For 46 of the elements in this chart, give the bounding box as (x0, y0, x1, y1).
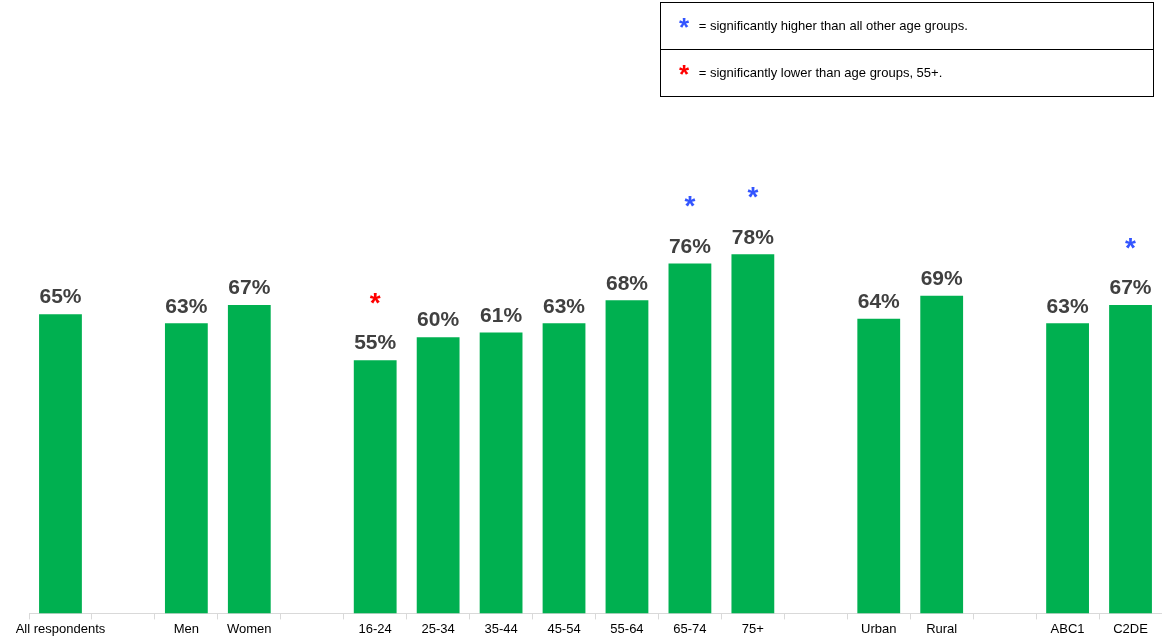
x-tick-label: 55-64 (610, 620, 644, 636)
bar (39, 314, 82, 614)
bar (164, 323, 208, 614)
x-tick-label: 45-54 (547, 620, 581, 636)
annotation: * (1125, 231, 1137, 263)
x-tick-label: Rural (926, 620, 958, 636)
data-label: 78% (731, 224, 775, 248)
data-label: 63% (165, 293, 208, 317)
x-tick-label: Men (173, 620, 200, 636)
data-label: 60% (417, 307, 460, 331)
data-label: 63% (1046, 293, 1089, 317)
annotation: * (369, 286, 381, 318)
bar (857, 318, 901, 614)
x-tick-label: 35-44 (484, 620, 518, 636)
bar (542, 323, 586, 614)
x-tick-label: Women (227, 620, 272, 636)
data-label: 65% (39, 284, 82, 308)
x-tick-label: 65-74 (673, 620, 707, 636)
bar (1109, 304, 1152, 614)
x-tick-label: C2DE (1113, 620, 1149, 636)
data-label: 67% (1109, 275, 1152, 299)
x-tick-label: 16-24 (358, 620, 392, 636)
x-tick-label: ABC1 (1050, 620, 1085, 636)
bar (605, 300, 649, 614)
x-tick-label: 25-34 (421, 620, 455, 636)
data-label: 55% (354, 330, 397, 354)
data-label: 61% (480, 302, 523, 326)
annotation: * (684, 190, 696, 222)
x-tick-label: Urban (861, 620, 897, 636)
bar (416, 337, 460, 614)
annotation: * (747, 181, 759, 213)
bar (920, 295, 964, 614)
bar (1046, 323, 1089, 614)
data-label: 64% (857, 289, 901, 313)
data-label: 69% (920, 266, 964, 290)
bar (731, 254, 775, 614)
x-tick-label: All respondents (15, 620, 106, 636)
bar (668, 263, 712, 614)
data-label: 67% (228, 275, 271, 299)
x-tick-label: 75+ (741, 620, 764, 636)
data-label: 76% (668, 233, 712, 257)
data-label: 63% (543, 293, 586, 317)
bar (479, 332, 523, 614)
data-label: 68% (605, 270, 649, 294)
bar (227, 304, 271, 614)
bar (353, 360, 397, 614)
